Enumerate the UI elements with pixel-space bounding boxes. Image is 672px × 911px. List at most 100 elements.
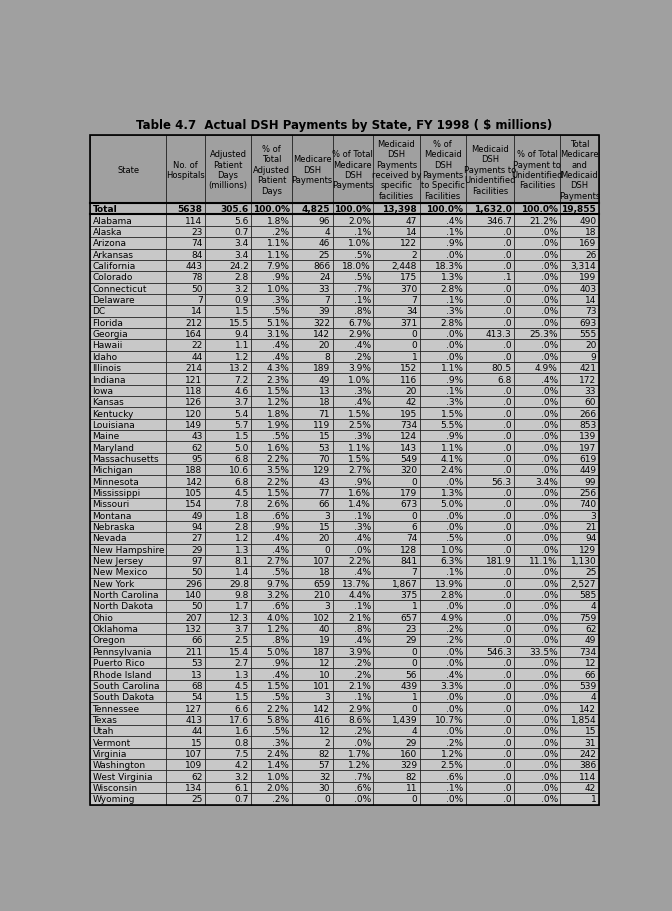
- Bar: [90, 658, 167, 669]
- Bar: [466, 227, 514, 238]
- Bar: [560, 600, 599, 612]
- Text: .1%: .1%: [353, 228, 371, 237]
- Text: 39: 39: [319, 307, 330, 316]
- Bar: [292, 465, 333, 476]
- Text: 2.2%: 2.2%: [348, 557, 371, 566]
- Text: .0: .0: [503, 239, 511, 248]
- Text: 490: 490: [579, 217, 596, 225]
- Bar: [167, 578, 205, 589]
- Text: 56: 56: [406, 670, 417, 679]
- Bar: [373, 419, 419, 431]
- Bar: [373, 635, 419, 646]
- Text: 3: 3: [325, 602, 330, 610]
- Text: .0: .0: [503, 319, 511, 327]
- Text: .0: .0: [503, 466, 511, 475]
- Bar: [205, 215, 251, 227]
- Text: 3.5%: 3.5%: [267, 466, 290, 475]
- Bar: [373, 533, 419, 544]
- Bar: [560, 725, 599, 737]
- Bar: [419, 680, 466, 691]
- Text: California: California: [93, 261, 136, 271]
- Text: .2%: .2%: [446, 738, 464, 747]
- Bar: [205, 691, 251, 702]
- Text: 120: 120: [185, 409, 202, 418]
- Text: .5%: .5%: [272, 307, 290, 316]
- Bar: [251, 442, 292, 454]
- Bar: [251, 759, 292, 771]
- Text: 0: 0: [411, 647, 417, 656]
- Bar: [90, 317, 167, 329]
- Bar: [90, 454, 167, 465]
- Bar: [167, 340, 205, 352]
- Bar: [514, 465, 560, 476]
- Bar: [167, 510, 205, 521]
- Bar: [419, 294, 466, 306]
- Text: 210: 210: [313, 590, 330, 599]
- Bar: [514, 340, 560, 352]
- Text: Adjusted
Patient
Days
(millions): Adjusted Patient Days (millions): [208, 150, 247, 190]
- Text: 100.0%: 100.0%: [253, 205, 290, 214]
- Text: .4%: .4%: [272, 534, 290, 543]
- Text: .0: .0: [503, 432, 511, 441]
- Text: .0: .0: [503, 455, 511, 464]
- Bar: [419, 589, 466, 600]
- Text: Utah: Utah: [93, 726, 114, 735]
- Text: 53: 53: [191, 659, 202, 668]
- Bar: [167, 646, 205, 658]
- Text: 142: 142: [313, 704, 330, 712]
- Bar: [560, 498, 599, 510]
- Bar: [205, 635, 251, 646]
- Text: .7%: .7%: [353, 772, 371, 781]
- Text: 4: 4: [591, 602, 596, 610]
- Text: 21.2%: 21.2%: [530, 217, 558, 225]
- Text: .0%: .0%: [540, 590, 558, 599]
- Bar: [466, 363, 514, 374]
- Text: 3.1%: 3.1%: [267, 330, 290, 339]
- Text: .1%: .1%: [353, 296, 371, 305]
- Bar: [333, 374, 373, 385]
- Text: 169: 169: [579, 239, 596, 248]
- Text: .0%: .0%: [540, 761, 558, 770]
- Bar: [419, 352, 466, 363]
- Bar: [373, 227, 419, 238]
- Text: 10: 10: [319, 670, 330, 679]
- Bar: [292, 442, 333, 454]
- Bar: [90, 227, 167, 238]
- Text: .0%: .0%: [540, 421, 558, 429]
- Bar: [90, 385, 167, 396]
- Bar: [167, 589, 205, 600]
- Bar: [167, 215, 205, 227]
- Text: 114: 114: [579, 772, 596, 781]
- Bar: [466, 396, 514, 408]
- Text: 7: 7: [411, 296, 417, 305]
- Text: .0%: .0%: [540, 534, 558, 543]
- Text: 20: 20: [319, 534, 330, 543]
- Text: 0.7: 0.7: [235, 228, 249, 237]
- Bar: [205, 396, 251, 408]
- Text: 0: 0: [325, 794, 330, 804]
- Bar: [205, 271, 251, 283]
- Bar: [205, 793, 251, 804]
- Bar: [419, 714, 466, 725]
- Text: 734: 734: [579, 647, 596, 656]
- Text: 449: 449: [579, 466, 596, 475]
- Text: 386: 386: [579, 761, 596, 770]
- Text: .3%: .3%: [353, 386, 371, 395]
- Text: 305.6: 305.6: [220, 205, 249, 214]
- Text: 42: 42: [585, 783, 596, 793]
- Bar: [419, 748, 466, 759]
- Bar: [514, 352, 560, 363]
- Bar: [466, 556, 514, 567]
- Bar: [419, 442, 466, 454]
- Text: 82: 82: [319, 749, 330, 758]
- Bar: [167, 498, 205, 510]
- Text: 5.7: 5.7: [235, 421, 249, 429]
- Text: .0%: .0%: [540, 772, 558, 781]
- Text: 3.7: 3.7: [235, 398, 249, 407]
- Bar: [466, 544, 514, 556]
- Text: 6.3%: 6.3%: [441, 557, 464, 566]
- Text: .0: .0: [503, 386, 511, 395]
- Bar: [373, 261, 419, 271]
- Bar: [167, 137, 205, 204]
- Text: Florida: Florida: [93, 319, 124, 327]
